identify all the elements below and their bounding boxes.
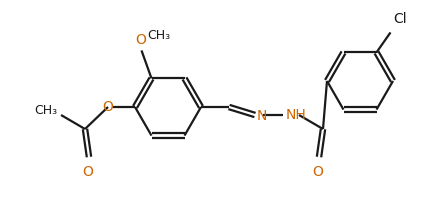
Text: CH₃: CH₃ <box>147 29 171 42</box>
Text: O: O <box>102 100 114 114</box>
Text: O: O <box>313 165 324 179</box>
Text: O: O <box>83 165 93 179</box>
Text: CH₃: CH₃ <box>34 104 57 118</box>
Text: NH: NH <box>286 108 307 122</box>
Text: O: O <box>135 34 146 48</box>
Text: Cl: Cl <box>394 12 407 26</box>
Text: N: N <box>257 109 267 123</box>
